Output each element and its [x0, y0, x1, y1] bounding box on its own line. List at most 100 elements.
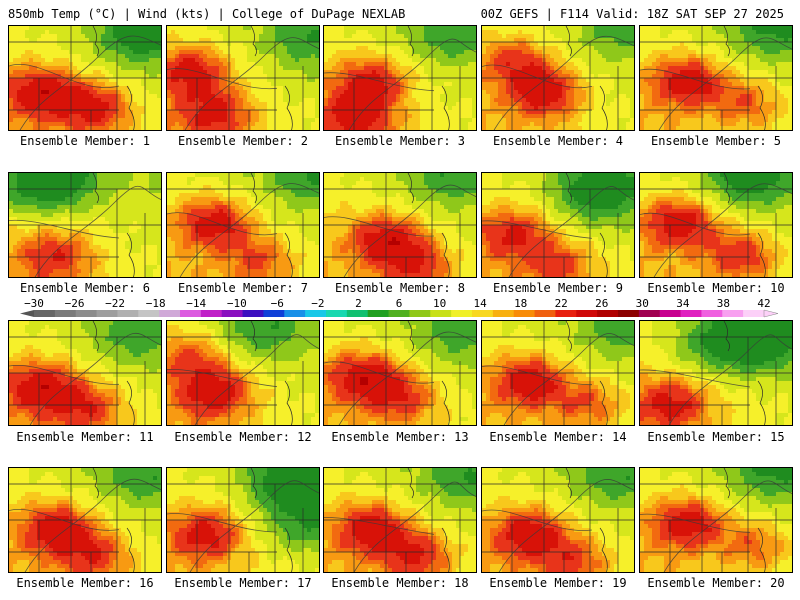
- colorbar-swatch: [534, 310, 556, 317]
- ensemble-member-label: Ensemble Member: 6: [5, 281, 165, 295]
- colorbar-tick-label: 30: [636, 297, 649, 310]
- ensemble-member-label: Ensemble Member: 5: [636, 134, 796, 148]
- colorbar-swatch: [138, 310, 160, 317]
- temperature-field-map: [324, 173, 476, 277]
- colorbar-swatch: [680, 310, 702, 317]
- ensemble-member-label: Ensemble Member: 8: [320, 281, 480, 295]
- ensemble-member-label: Ensemble Member: 11: [5, 430, 165, 444]
- temperature-field-map: [9, 26, 161, 130]
- colorbar-tick-label: 10: [433, 297, 446, 310]
- colorbar-swatch: [638, 310, 661, 317]
- colorbar-tick-label: 26: [595, 297, 608, 310]
- temperature-field-map: [9, 173, 161, 277]
- ensemble-member-map: [166, 320, 320, 426]
- temperature-field-map: [167, 173, 319, 277]
- ensemble-member-map: [639, 172, 793, 278]
- colorbar-tick-label: −18: [146, 297, 166, 310]
- temperature-field-map: [482, 468, 634, 572]
- colorbar-swatch: [659, 310, 681, 317]
- colorbar-swatch: [96, 310, 118, 317]
- ensemble-member-label: Ensemble Member: 10: [636, 281, 796, 295]
- colorbar-swatch: [305, 310, 327, 317]
- model-run-info: 00Z GEFS | F114 Valid: 18Z SAT SEP 27 20…: [481, 7, 784, 21]
- colorbar-tick-label: 18: [514, 297, 527, 310]
- ensemble-member-label: Ensemble Member: 15: [636, 430, 796, 444]
- temperature-field-map: [640, 26, 792, 130]
- colorbar-tick-label: −26: [65, 297, 85, 310]
- temperature-field-map: [167, 468, 319, 572]
- colorbar-tick-label: 38: [717, 297, 730, 310]
- ensemble-member-map: [8, 467, 162, 573]
- colorbar-swatch: [200, 310, 223, 317]
- ensemble-member-label: Ensemble Member: 7: [163, 281, 323, 295]
- ensemble-member-label: Ensemble Member: 13: [320, 430, 480, 444]
- colorbar-swatch: [159, 310, 181, 317]
- ensemble-member-map: [323, 172, 477, 278]
- ensemble-member-label: Ensemble Member: 20: [636, 576, 796, 590]
- colorbar-tick-label: 6: [396, 297, 403, 310]
- colorbar-swatch: [576, 310, 598, 317]
- temperature-colorbar: −30 −26 −22 −18 −14 −10 −6 −2 2 6 10 14 18 22 26 30 34 38…: [20, 297, 779, 318]
- ensemble-member-label: Ensemble Member: 1: [5, 134, 165, 148]
- colorbar-left-arrow: [20, 310, 34, 317]
- temperature-field-map: [482, 321, 634, 425]
- colorbar-swatch: [242, 310, 264, 317]
- colorbar-tick-label: −14: [186, 297, 206, 310]
- temperature-field-map: [9, 468, 161, 572]
- temperature-field-map: [324, 26, 476, 130]
- ensemble-member-label: Ensemble Member: 19: [478, 576, 638, 590]
- temperature-field-map: [167, 26, 319, 130]
- colorbar-swatch: [54, 310, 77, 317]
- temperature-field-map: [640, 468, 792, 572]
- ensemble-member-map: [639, 25, 793, 131]
- colorbar-tick-label: 14: [473, 297, 487, 310]
- colorbar-swatch: [743, 310, 765, 317]
- temperature-field-map: [640, 173, 792, 277]
- ensemble-member-label: Ensemble Member: 14: [478, 430, 638, 444]
- temperature-field-map: [9, 321, 161, 425]
- ensemble-member-map: [323, 467, 477, 573]
- ensemble-member-label: Ensemble Member: 4: [478, 134, 638, 148]
- colorbar-tick-label: −10: [227, 297, 247, 310]
- colorbar-swatch: [472, 310, 494, 317]
- ensemble-member-map: [639, 467, 793, 573]
- ensemble-member-map: [323, 320, 477, 426]
- colorbar-swatch: [75, 310, 97, 317]
- ensemble-member-label: Ensemble Member: 18: [320, 576, 480, 590]
- temperature-field-map: [640, 321, 792, 425]
- colorbar-swatch: [367, 310, 389, 317]
- ensemble-member-label: Ensemble Member: 9: [478, 281, 638, 295]
- temperature-field-map: [482, 26, 634, 130]
- ensemble-member-map: [166, 172, 320, 278]
- ensemble-member-label: Ensemble Member: 17: [163, 576, 323, 590]
- colorbar-tick-label: 42: [757, 297, 770, 310]
- colorbar-tick-label: −22: [105, 297, 125, 310]
- colorbar-swatch: [701, 310, 723, 317]
- colorbar-tick-label: −6: [271, 297, 284, 310]
- ensemble-member-label: Ensemble Member: 12: [163, 430, 323, 444]
- ensemble-member-map: [8, 172, 162, 278]
- colorbar-swatch: [346, 310, 369, 317]
- colorbar-tick-label: −30: [24, 297, 44, 310]
- ensemble-member-label: Ensemble Member: 3: [320, 134, 480, 148]
- colorbar-swatch: [388, 310, 410, 317]
- ensemble-member-label: Ensemble Member: 16: [5, 576, 165, 590]
- colorbar-swatch: [180, 310, 202, 317]
- colorbar-tick-label: −2: [311, 297, 324, 310]
- colorbar-right-arrow: [763, 309, 779, 318]
- colorbar-swatch: [451, 310, 473, 317]
- colorbar-tick-label: 2: [355, 297, 362, 310]
- colorbar-swatch: [430, 310, 452, 317]
- ensemble-member-map: [8, 320, 162, 426]
- ensemble-member-map: [166, 25, 320, 131]
- colorbar-swatch: [263, 310, 285, 317]
- ensemble-member-label: Ensemble Member: 2: [163, 134, 323, 148]
- colorbar-swatch: [117, 310, 139, 317]
- product-title: 850mb Temp (°C) | Wind (kts) | College o…: [8, 7, 405, 21]
- ensemble-member-map: [323, 25, 477, 131]
- colorbar-tick-label: 22: [555, 297, 568, 310]
- colorbar-swatch: [722, 310, 744, 317]
- ensemble-member-map: [166, 467, 320, 573]
- ensemble-member-map: [481, 467, 635, 573]
- colorbar-swatch: [326, 310, 348, 317]
